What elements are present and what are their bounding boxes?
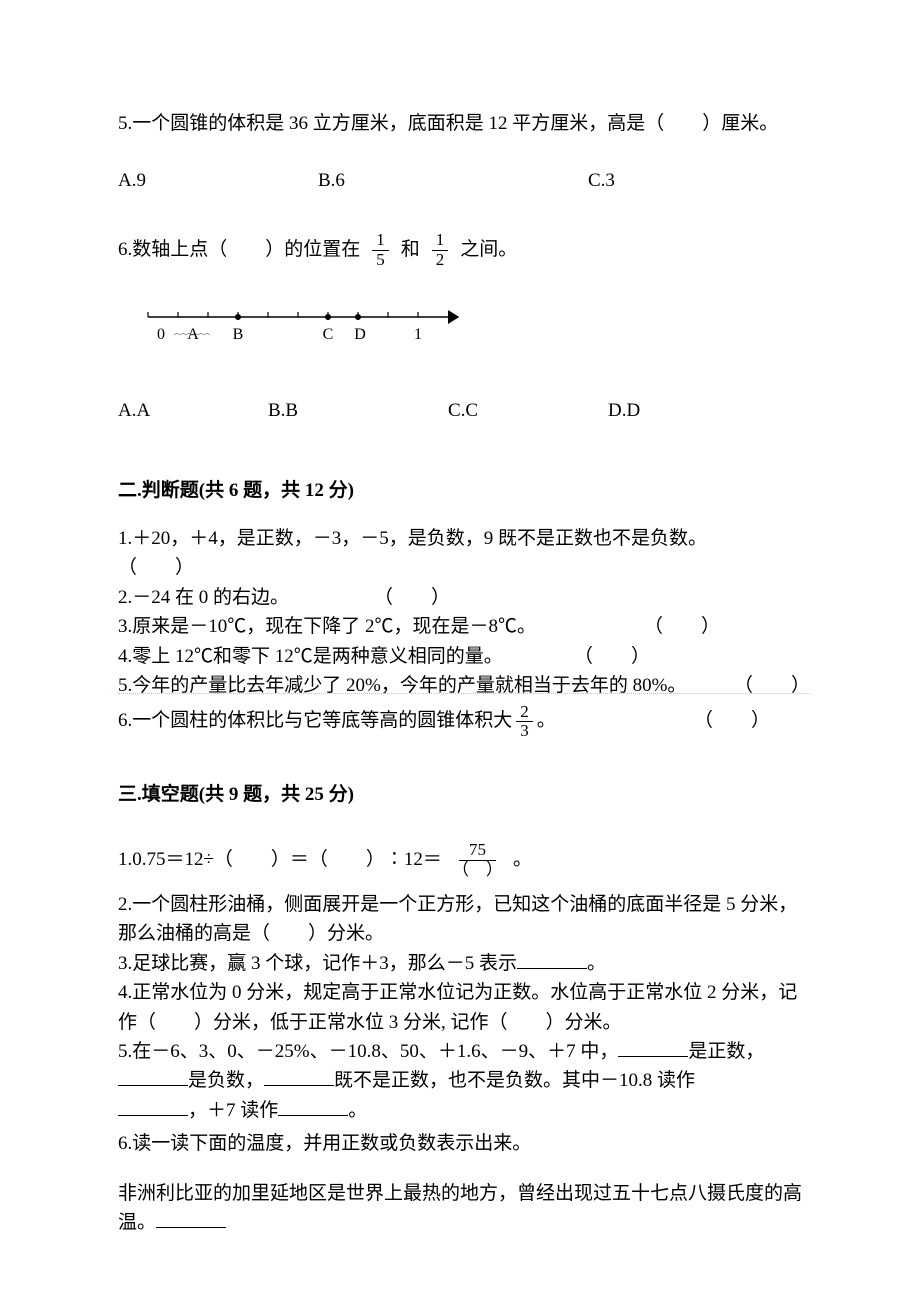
judge-6-prefix: 6.一个圆柱的体积比与它等底等高的圆锥体积大 [118,707,512,736]
judge-4-paren: （ ） [566,642,650,671]
section-2-header: 二.判断题(共 6 题，共 12 分) [118,477,810,506]
section-3-header: 三.填空题(共 9 题，共 25 分) [118,781,810,810]
judge-3: 3.原来是－10℃，现在下降了 2℃，现在是－8℃。 （ ） [118,612,810,641]
fill-3-b: 。 [587,953,606,974]
q6-frac1: 1 5 [372,231,389,269]
judge-6-text: 6.一个圆柱的体积比与它等底等高的圆锥体积大 2 3 。 [118,703,556,741]
question-5: 5.一个圆锥的体积是 36 立方厘米，底面积是 12 平方厘米，高是（ ）厘米。 [118,110,810,139]
frac-den: 2 [432,251,449,270]
frac-den: 5 [372,251,389,270]
q5-opt-c: C.3 [588,167,810,196]
fill-1-suffix: 。 [513,846,532,875]
q6-opt-c: C.C [448,397,608,426]
blank [517,950,587,969]
svg-text:1: 1 [414,326,422,343]
fill-5: 5.在－6、3、0、－25%、－10.8、50、＋1.6、－9、＋7 中， 是正数… [118,1037,810,1125]
fill-2: 2.一个圆柱形油桶，侧面展开是一个正方形，已知这个油桶的底面半径是 5 分米，那… [118,890,810,949]
blank [264,1067,334,1086]
blank [118,1067,188,1086]
fill-6b: 非洲利比亚的加里延地区是世界上最热的地方，曾经出现过五十七点八摄氏度的高温。 [118,1179,810,1238]
judge-6: 6.一个圆柱的体积比与它等底等高的圆锥体积大 2 3 。 （ ） [118,703,810,741]
frac-num: 2 [516,703,533,723]
fill-block: 1.0.75＝12÷（ ）＝（ ）∶12＝ 75 （ ） 。 2.一个圆柱形油桶… [118,841,810,1237]
fill-4: 4.正常水位为 0 分米，规定高于正常水位记为正数。水位高于正常水位 2 分米，… [118,978,810,1037]
judge-5-text: 5.今年的产量比去年减少了 20%，今年的产量就相当于去年的 80%。 [118,671,726,700]
q6-prefix: 6.数轴上点（ ）的位置在 [118,236,360,265]
blank [156,1209,226,1228]
frac-den: 3 [516,722,533,741]
fill-3: 3.足球比赛，赢 3 个球，记作＋3，那么－5 表示 。 [118,949,810,978]
frac-num: 75 [459,841,496,861]
fill-5-d: 既不是正数，也不是负数。其中－10.8 读作 [334,1070,695,1091]
judge-3-paren: （ ） [636,612,720,641]
fill-5-f: 。 [348,1100,367,1121]
svg-text:0: 0 [157,326,165,343]
fill-5-e: ，＋7 读作 [188,1100,278,1121]
q5-opt-a: A.9 [118,167,318,196]
judge-6-suffix: 。 [537,707,556,736]
judge-5: 5.今年的产量比去年减少了 20%，今年的产量就相当于去年的 80%。 （ ） [118,671,810,700]
dotted-rule [118,693,810,694]
question-6: 6.数轴上点（ ）的位置在 1 5 和 1 2 之间。 [118,231,810,269]
frac-num: 1 [432,231,449,251]
svg-text:A: A [187,326,199,343]
judge-1-paren: （ ） [118,553,810,582]
q6-suffix: 之间。 [460,236,517,265]
fill-1-a: 1.0.75＝12÷（ ）＝（ ）∶12＝ [118,846,442,875]
judge-2-paren: （ ） [366,583,450,612]
fill-5-c: 是负数， [188,1070,264,1091]
blank [618,1038,688,1057]
number-line: 0 A B C D 1 [138,297,810,367]
q6-opt-b: B.B [268,397,448,426]
judge-4: 4.零上 12℃和零下 12℃是两种意义相同的量。 （ ） [118,642,810,671]
svg-text:C: C [323,326,334,343]
judge-2-text: 2.－24 在 0 的右边。 [118,583,366,612]
judge-6-paren: （ ） [686,707,770,736]
svg-text:B: B [233,326,244,343]
judge-5-paren: （ ） [726,671,810,700]
q6-options: A.A B.B C.C D.D [118,397,810,426]
number-line-svg: 0 A B C D 1 [138,297,468,357]
frac-den: （ ） [450,861,505,880]
judge-6-frac: 2 3 [516,703,533,741]
blank [118,1097,188,1116]
judge-1-text: 1.＋20，＋4，是正数，－3，－5，是负数，9 既不是正数也不是负数。 [118,528,707,549]
judge-1: 1.＋20，＋4，是正数，－3，－5，是负数，9 既不是正数也不是负数。 [118,524,810,553]
q5-opt-b: B.6 [318,167,588,196]
fill-1: 1.0.75＝12÷（ ）＝（ ）∶12＝ 75 （ ） 。 [118,841,810,879]
q6-frac2: 1 2 [432,231,449,269]
q6-mid: 和 [401,236,420,265]
fill-5-a: 5.在－6、3、0、－25%、－10.8、50、＋1.6、－9、＋7 中， [118,1041,618,1062]
q6-opt-d: D.D [608,397,810,426]
frac-num: 1 [372,231,389,251]
q5-options: A.9 B.6 C.3 [118,167,810,196]
q6-opt-a: A.A [118,397,268,426]
judge-4-text: 4.零上 12℃和零下 12℃是两种意义相同的量。 [118,642,566,671]
fill-5-b: 是正数， [688,1041,764,1062]
q5-text: 5.一个圆锥的体积是 36 立方厘米，底面积是 12 平方厘米，高是（ ）厘米。 [118,113,778,134]
fill-1-frac: 75 （ ） [450,841,505,879]
fill-3-a: 3.足球比赛，赢 3 个球，记作＋3，那么－5 表示 [118,953,517,974]
svg-text:D: D [354,326,366,343]
blank [278,1097,348,1116]
fill-6: 6.读一读下面的温度，并用正数或负数表示出来。 [118,1129,810,1158]
judge-2: 2.－24 在 0 的右边。 （ ） [118,583,810,612]
judge-block: 1.＋20，＋4，是正数，－3，－5，是负数，9 既不是正数也不是负数。 （ ）… [118,524,810,741]
judge-3-text: 3.原来是－10℃，现在下降了 2℃，现在是－8℃。 [118,612,636,641]
